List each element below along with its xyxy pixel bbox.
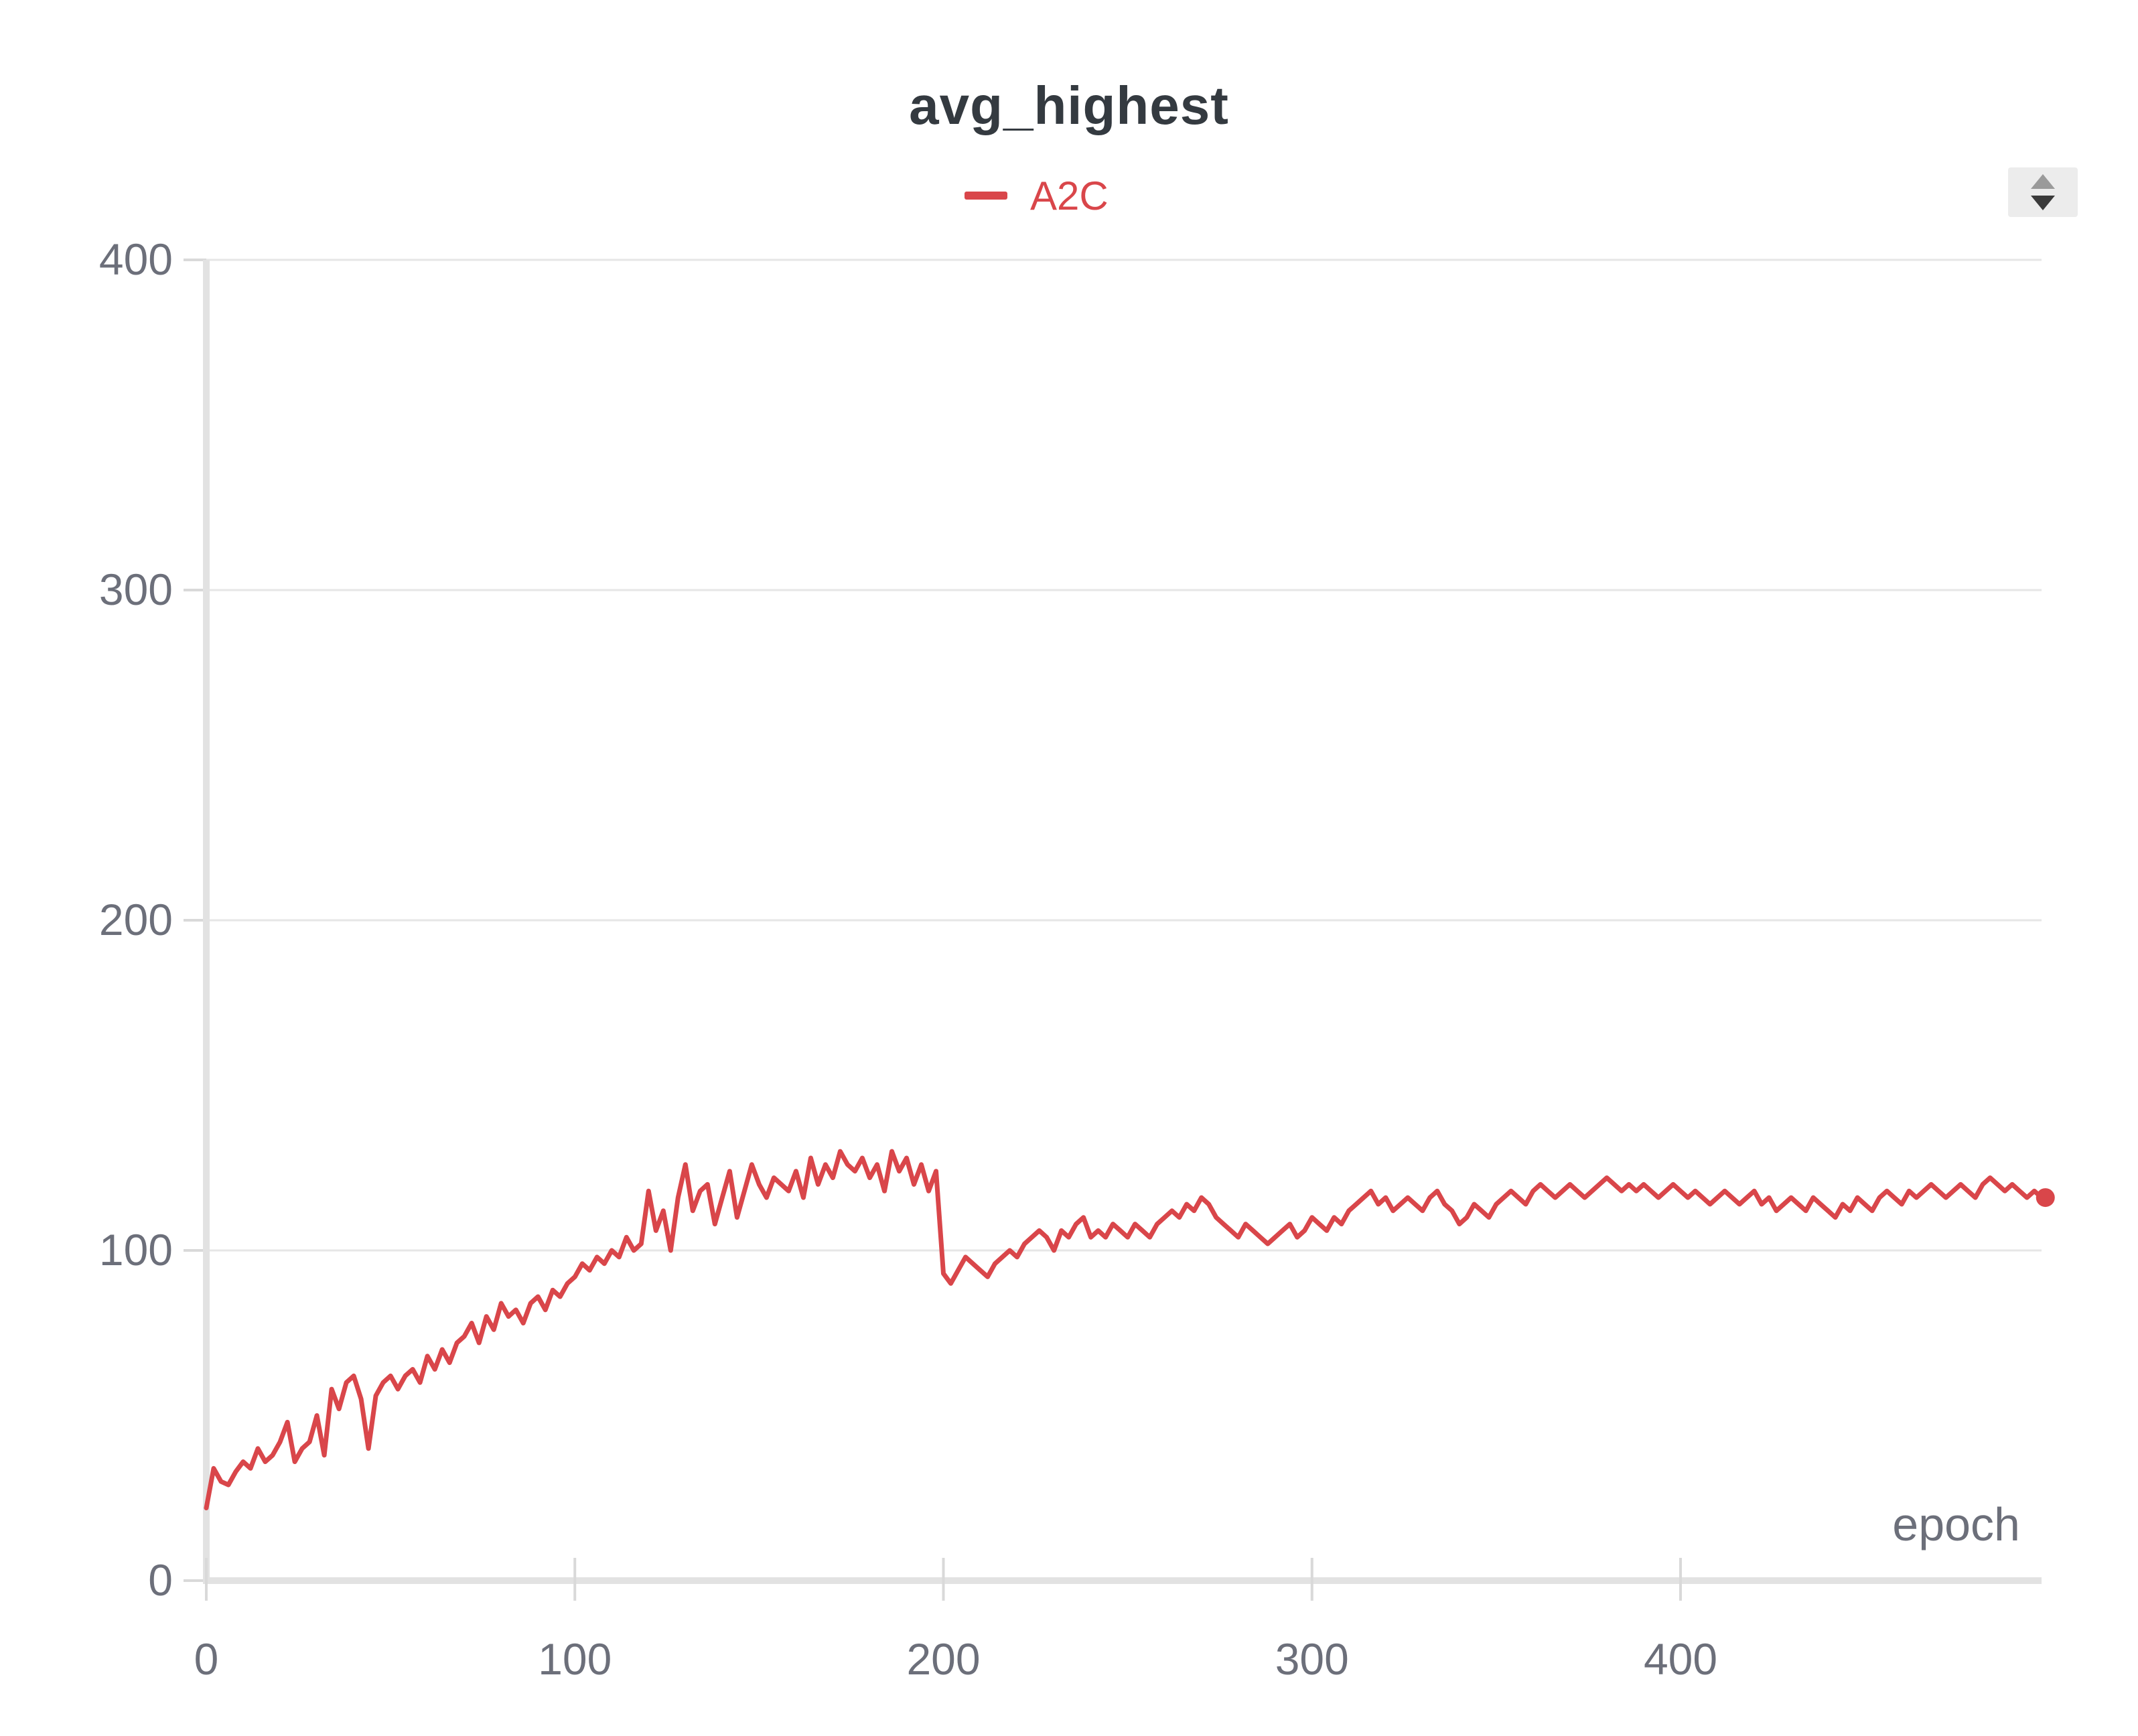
chevron-down-icon[interactable] [2031, 196, 2055, 210]
tick-labels: 0 100 200 300 400 0 100 200 300 400 [99, 234, 1717, 1684]
x-tick-label-400: 400 [1644, 1634, 1717, 1684]
legend-swatch-a2c [965, 192, 1007, 200]
grid-lines [206, 259, 2042, 1252]
x-tick-label-200: 200 [906, 1634, 980, 1684]
y-tick-label-0: 0 [148, 1555, 173, 1605]
x-axis-label: epoch [1892, 1498, 2020, 1550]
y-tick-label-300: 300 [99, 565, 173, 614]
chevron-up-icon[interactable] [2031, 174, 2055, 189]
series-endpoint-a2c[interactable] [2036, 1188, 2055, 1208]
axes [184, 259, 2042, 1601]
x-tick-label-0: 0 [194, 1634, 219, 1684]
chart-title: avg_highest [909, 76, 1229, 135]
legend-scroll-toggle[interactable] [2008, 167, 2078, 217]
x-tick-label-100: 100 [538, 1634, 612, 1684]
y-tick-label-400: 400 [99, 234, 173, 284]
series-line-a2c[interactable] [204, 1149, 2048, 1510]
y-tick-label-100: 100 [99, 1225, 173, 1275]
legend[interactable]: A2C [965, 169, 1109, 222]
x-tick-label-300: 300 [1275, 1634, 1349, 1684]
y-tick-label-200: 200 [99, 895, 173, 944]
legend-label-a2c: A2C [1030, 173, 1109, 218]
series-layer [204, 1149, 2055, 1510]
